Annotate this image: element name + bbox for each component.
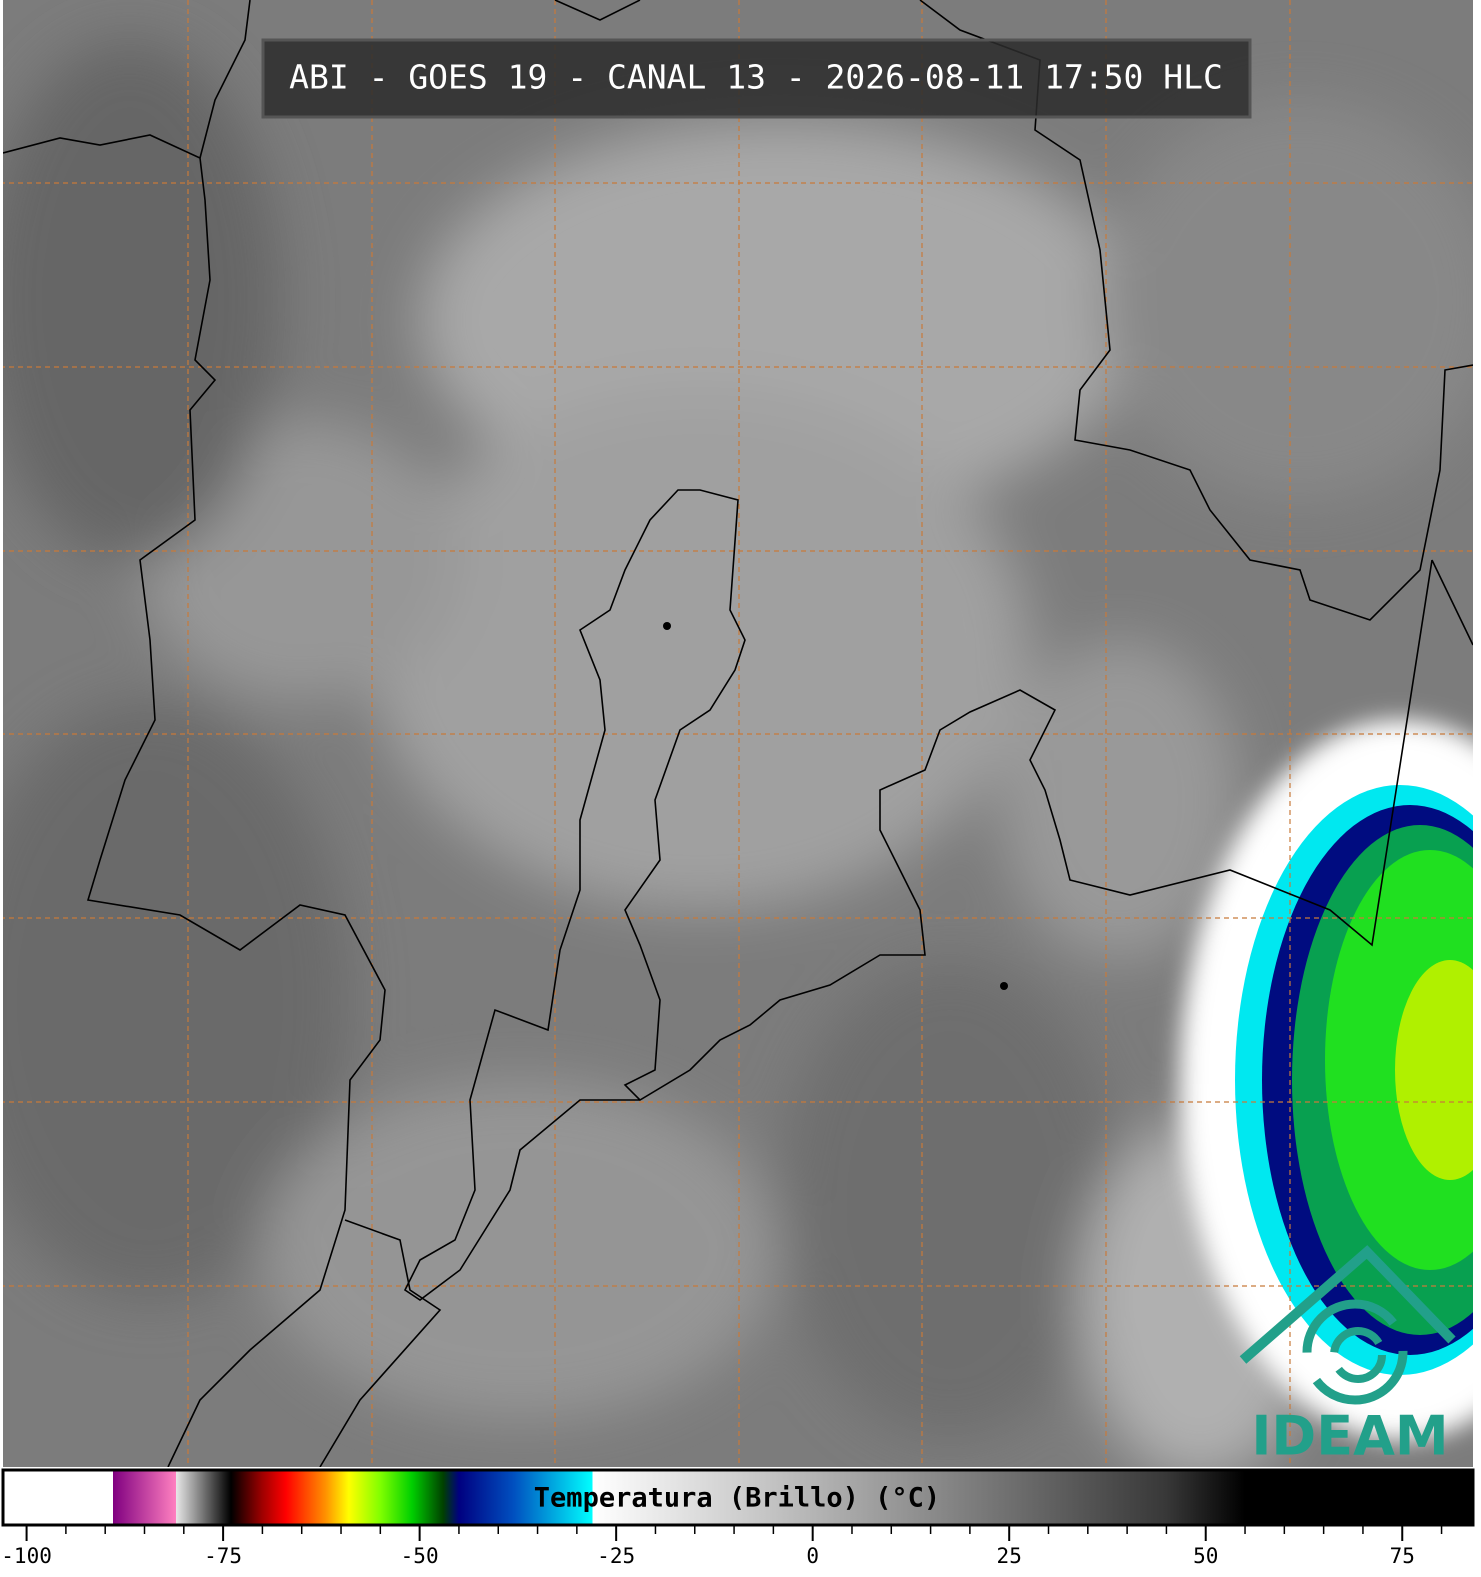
- logo: IDEAM: [1239, 1245, 1456, 1468]
- tick-label: 50: [1193, 1544, 1218, 1568]
- logo-roof: [1239, 1245, 1456, 1364]
- tick-label: -25: [597, 1544, 635, 1568]
- logo-swirl: [1302, 1299, 1408, 1405]
- satellite-image: [3, 0, 1473, 1467]
- tick-label: -50: [401, 1544, 439, 1568]
- city-marker: [663, 622, 671, 630]
- title-box: ABI - GOES 19 - CANAL 13 - 2026-08-11 17…: [261, 38, 1252, 119]
- tick-label: -100: [1, 1544, 52, 1568]
- tick-label: 0: [806, 1544, 819, 1568]
- tick-label: 75: [1390, 1544, 1415, 1568]
- title: ABI - GOES 19 - CANAL 13 - 2026-08-11 17…: [289, 58, 1223, 97]
- tick-label: 25: [997, 1544, 1022, 1568]
- colorbar-axis: -100 -75 -50 -25 0 25 50 75: [1, 1526, 1443, 1568]
- borders: [3, 0, 1473, 1467]
- colorbar: [1, 1468, 1475, 1527]
- logo-text: IDEAM: [1251, 1405, 1448, 1468]
- tick-label: -75: [204, 1544, 242, 1568]
- colorbar-label: Temperatura (Brillo) (°C): [534, 1483, 940, 1514]
- logo-swirl: [1330, 1327, 1386, 1383]
- graticule: [3, 0, 1473, 1467]
- title-background: [261, 38, 1252, 119]
- city-marker: [1000, 982, 1008, 990]
